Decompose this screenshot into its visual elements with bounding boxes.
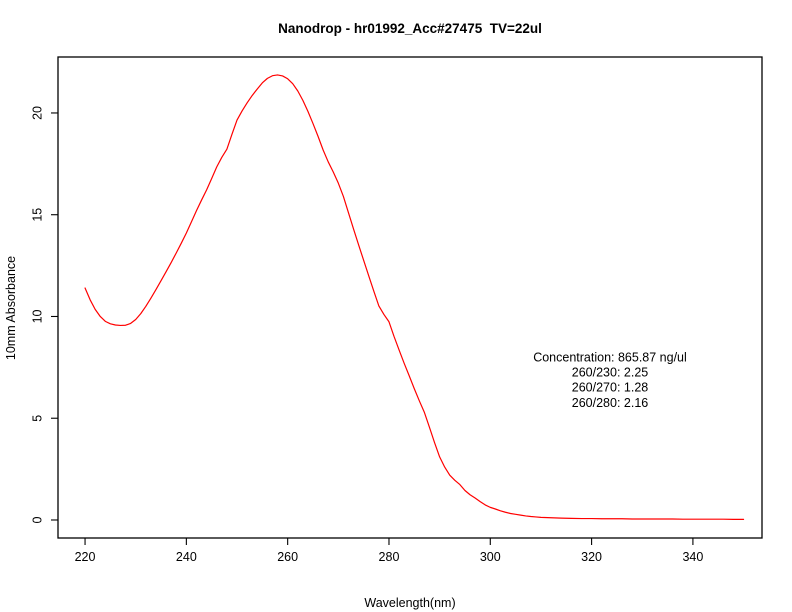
x-tick-label: 320 [581,550,602,564]
x-tick-label: 280 [379,550,400,564]
y-tick-label: 5 [30,415,44,422]
x-tick-label: 240 [176,550,197,564]
measurement-annotation: Concentration: 865.87 ng/ul 260/230: 2.2… [533,351,687,410]
x-tick-label: 220 [75,550,96,564]
plot-frame [57,56,763,539]
annotation-ratio-260-270: 260/270: 1.28 [572,381,649,395]
x-tick-label: 260 [277,550,298,564]
x-tick-label: 300 [480,550,501,564]
y-tick-label: 15 [30,208,44,222]
x-tick-label: 340 [682,550,703,564]
annotation-ratio-260-230: 260/230: 2.25 [572,366,649,380]
y-tick-label: 10 [30,309,44,323]
axis-ticks-layer: 220 240 260 280 300 320 340 0 5 10 15 20 [30,106,703,564]
y-tick-label: 20 [30,106,44,120]
y-axis-title: 10mm Absorbance [4,256,18,360]
spectrum-line-layer [84,74,745,520]
annotation-ratio-260-280: 260/280: 2.16 [572,396,649,410]
annotation-concentration: Concentration: 865.87 ng/ul [533,351,687,365]
chart-title: Nanodrop - hr01992_Acc#27475 TV=22ul [278,21,542,36]
absorbance-spectrum-line [84,74,745,520]
y-tick-label: 0 [30,516,44,523]
x-axis-title: Wavelength(nm) [364,596,455,610]
